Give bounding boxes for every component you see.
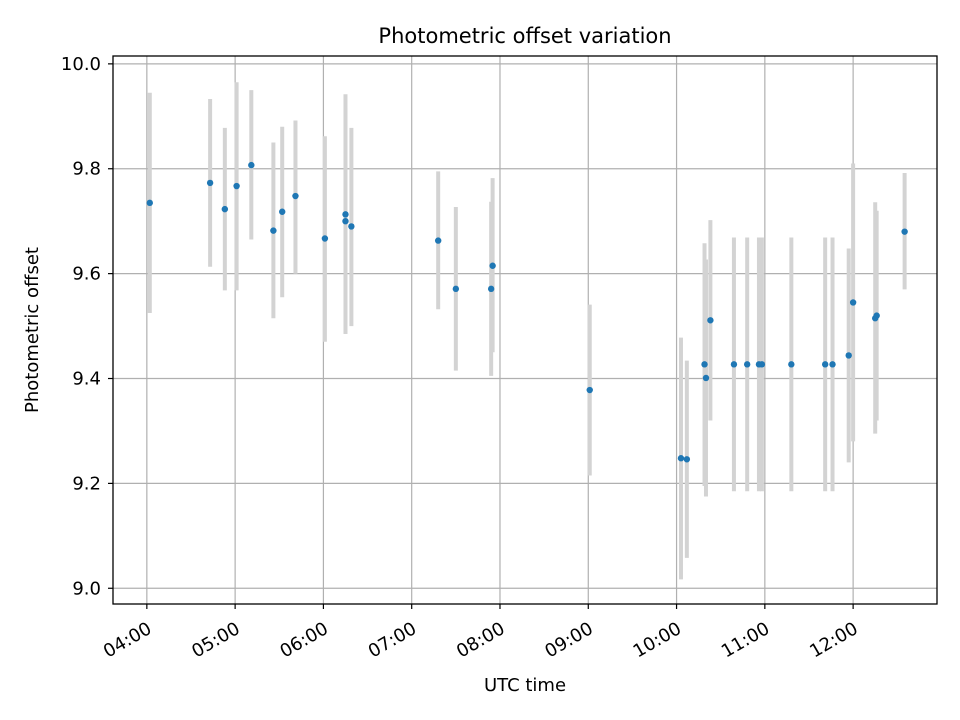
data-point [829, 361, 836, 368]
data-point [758, 361, 766, 368]
data-point [292, 192, 299, 200]
data-point [701, 361, 708, 368]
data-point [821, 361, 829, 368]
data-point [321, 235, 329, 242]
y-axis-title: Photometric offset [22, 247, 43, 413]
data-point [849, 299, 857, 306]
data-point [901, 228, 908, 235]
y-tick-label: 9.6 [72, 264, 101, 285]
data-point [487, 285, 495, 293]
data-point [788, 361, 795, 368]
data-point [146, 199, 153, 207]
y-tick-label: 9.8 [72, 159, 101, 180]
y-tick-label: 9.0 [72, 578, 101, 599]
plot-frame [112, 55, 938, 605]
data-point [702, 374, 710, 382]
data-points [146, 161, 908, 463]
data-point [743, 361, 751, 368]
data-point [348, 223, 355, 230]
data-point [342, 217, 349, 225]
x-axis-title: UTC time [484, 675, 566, 696]
data-point [434, 237, 442, 244]
data-point [221, 205, 229, 213]
data-point [270, 227, 277, 234]
data-point [342, 211, 349, 218]
y-tick-label: 9.4 [72, 369, 101, 390]
data-point [279, 208, 286, 215]
data-point [730, 361, 738, 368]
data-point [677, 455, 685, 462]
chart-title: Photometric offset variation [378, 24, 671, 48]
data-point [683, 456, 691, 463]
data-point [248, 161, 255, 169]
data-point [206, 179, 214, 187]
data-point [873, 312, 880, 319]
data-point [586, 386, 593, 394]
data-point [233, 182, 240, 190]
data-point [489, 262, 496, 269]
data-point [707, 317, 714, 324]
data-point [452, 285, 460, 293]
data-point [845, 352, 852, 359]
y-tick-label: 10.0 [61, 54, 101, 75]
y-tick-label: 9.2 [72, 473, 101, 494]
